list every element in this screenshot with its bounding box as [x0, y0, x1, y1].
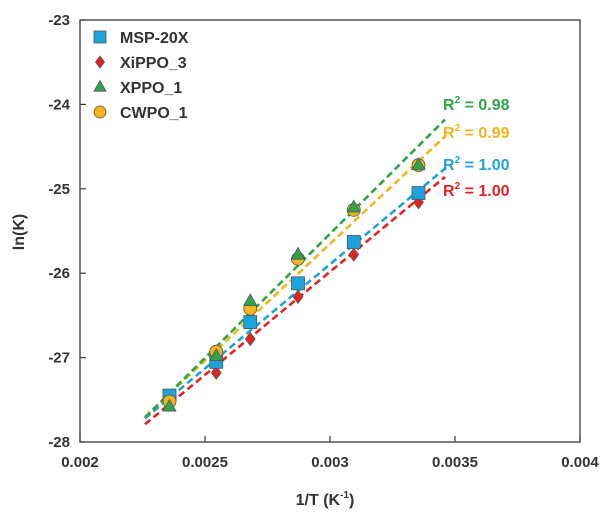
x-axis-title: 1/T (K-1)	[296, 490, 355, 509]
data-point	[243, 315, 258, 330]
y-tick-label: -26	[48, 265, 70, 282]
legend-label: MSP-20X	[120, 30, 189, 47]
x-tick-label: 0.002	[61, 454, 99, 471]
axis-ticks: 0.002 0.0025 0.003 0.0035 0.004 -28 -27 -26 -25 -…	[48, 12, 599, 471]
data-point	[209, 347, 224, 361]
data-point	[93, 79, 107, 92]
y-tick-label: -25	[48, 181, 70, 198]
data-point	[291, 276, 305, 291]
r-squared-label: R2 = 1.00	[443, 155, 510, 174]
fit-line-msp-20x	[144, 167, 446, 420]
data-point	[292, 289, 304, 304]
data-point	[346, 235, 361, 249]
data-point	[411, 157, 426, 171]
fit-lines	[144, 118, 446, 426]
legend: MSP-20X XiPPO_3 XPPO_1 CWPO_1	[93, 30, 189, 122]
r-squared-label: R2 = 0.99	[443, 123, 510, 142]
data-point	[346, 199, 361, 213]
data-point	[290, 246, 306, 260]
r-squared-label: R2 = 1.00	[443, 181, 510, 200]
x-tick-label: 0.0025	[182, 454, 228, 471]
r-squared-label: R2 = 0.98	[443, 95, 510, 114]
legend-label: XiPPO_3	[120, 55, 187, 72]
fit-line-xppo-1	[144, 118, 446, 419]
data-point	[411, 186, 426, 200]
data-point	[95, 55, 105, 69]
y-tick-label: -28	[48, 434, 70, 451]
data-point	[93, 30, 107, 44]
fit-line-xippo-3	[144, 175, 446, 426]
data-point	[93, 105, 107, 119]
x-tick-label: 0.003	[311, 454, 349, 471]
y-tick-label: -23	[48, 12, 70, 29]
x-tick-label: 0.0035	[432, 454, 478, 471]
data-point	[210, 365, 222, 380]
y-tick-label: -27	[48, 350, 70, 367]
r-squared-labels: R2 = 0.98 R2 = 0.99 R2 = 1.00 R2 = 1.00	[443, 95, 510, 200]
y-axis-title: ln(K)	[11, 214, 28, 250]
data-point	[244, 331, 256, 347]
fit-line-cwpo-1	[144, 135, 446, 418]
data-points	[162, 157, 426, 412]
legend-label: XPPO_1	[120, 80, 182, 97]
data-point	[348, 247, 360, 262]
legend-label: CWPO_1	[120, 105, 188, 122]
x-tick-label: 0.004	[561, 454, 599, 471]
data-point	[243, 293, 258, 307]
y-tick-label: -24	[48, 96, 70, 113]
data-point	[162, 398, 177, 412]
